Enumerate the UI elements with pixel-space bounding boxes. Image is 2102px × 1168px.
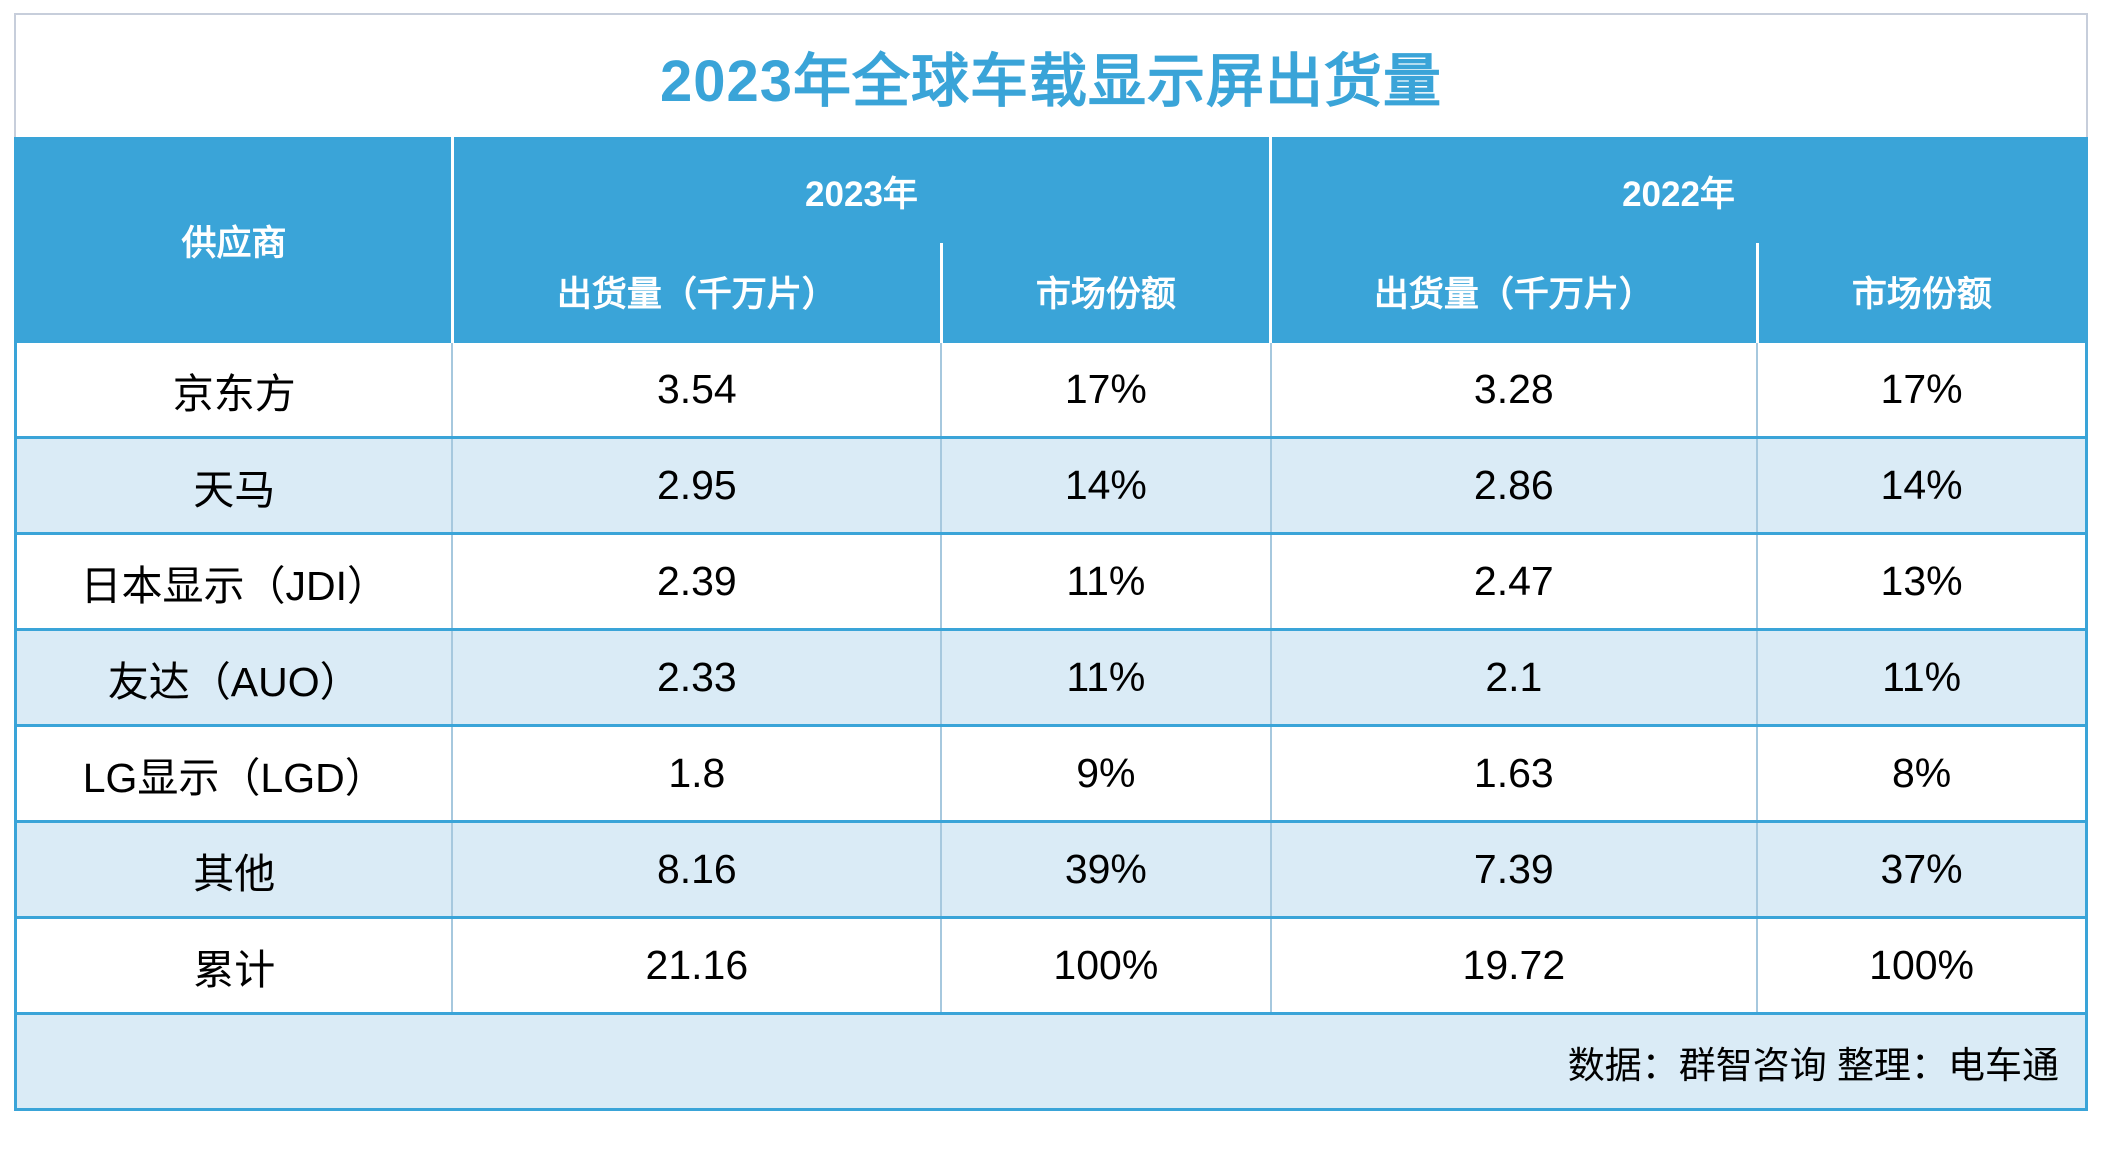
share-2023-cell: 9%: [941, 725, 1272, 822]
shipments-2022-cell: 19.72: [1270, 917, 1759, 1014]
share-2022-cell: 13%: [1757, 533, 2087, 630]
title-band: 2023年全球车载显示屏出货量: [16, 15, 2086, 137]
table-footer: 数据：群智咨询 整理：电车通: [15, 1013, 2087, 1110]
shipments-2023-cell: 1.8: [452, 725, 943, 822]
share-2023-cell: 11%: [941, 629, 1272, 726]
table-row: 友达（AUO） 2.33 11% 2.1 11%: [15, 629, 2087, 726]
supplier-cell: LG显示（LGD）: [15, 725, 454, 822]
table-row: LG显示（LGD） 1.8 9% 1.63 8%: [15, 725, 2087, 822]
table-row: 京东方 3.54 17% 3.28 17%: [15, 341, 2087, 438]
share-2022-cell: 17%: [1757, 341, 2087, 438]
shipments-2023-cell: 2.95: [452, 437, 943, 534]
header-sub-row: 出货量（千万片） 市场份额 出货量（千万片） 市场份额: [16, 242, 2087, 342]
supplier-cell: 京东方: [15, 341, 454, 438]
share-2023-cell: 39%: [941, 821, 1272, 918]
supplier-cell: 其他: [15, 821, 454, 918]
share-2022-cell: 8%: [1757, 725, 2087, 822]
table-body: 京东方 3.54 17% 3.28 17% 天马 2.95 14% 2.86 1…: [15, 341, 2087, 1014]
shipments-2023-cell: 3.54: [452, 341, 943, 438]
table-row: 天马 2.95 14% 2.86 14%: [15, 437, 2087, 534]
share-2023-cell: 17%: [941, 341, 1272, 438]
shipments-2023-cell: 21.16: [452, 917, 943, 1014]
shipments-2022-cell: 2.47: [1270, 533, 1759, 630]
shipments-2023-cell: 2.39: [452, 533, 943, 630]
share-2023-cell: 100%: [941, 917, 1272, 1014]
share-2022-cell: 14%: [1757, 437, 2087, 534]
table-row: 其他 8.16 39% 7.39 37%: [15, 821, 2087, 918]
header-year-row: 供应商 2023年 2022年: [15, 138, 2087, 342]
share-2023-cell: 14%: [941, 437, 1272, 534]
source-note: 数据：群智咨询 整理：电车通: [15, 1013, 2087, 1110]
supplier-cell: 天马: [15, 437, 454, 534]
footer-row: 数据：群智咨询 整理：电车通: [15, 1013, 2087, 1110]
shipments-2023-cell: 2.33: [452, 629, 943, 726]
share-2023-cell: 11%: [941, 533, 1272, 630]
table-row: 日本显示（JDI） 2.39 11% 2.47 13%: [15, 533, 2087, 630]
header-share-2023: 市场份额: [941, 242, 1273, 342]
table-card: 2023年全球车载显示屏出货量 供应商 2023年 2022年 出货量（千万片）…: [14, 13, 2088, 1111]
shipments-2023-cell: 8.16: [452, 821, 943, 918]
shipments-2022-cell: 3.28: [1270, 341, 1759, 438]
header-supplier: 供应商: [15, 138, 454, 342]
page-title: 2023年全球车载显示屏出货量: [659, 49, 1443, 114]
share-2022-cell: 11%: [1757, 629, 2087, 726]
share-2022-cell: 100%: [1757, 917, 2087, 1014]
table-header: 供应商 2023年 2022年 出货量（千万片） 市场份额 出货量（千万片） 市…: [15, 138, 2087, 342]
shipment-table: 供应商 2023年 2022年 出货量（千万片） 市场份额 出货量（千万片） 市…: [14, 137, 2088, 1111]
shipments-2022-cell: 1.63: [1270, 725, 1759, 822]
header-year-2023: 2023年: [452, 138, 1273, 243]
shipments-2022-cell: 2.1: [1270, 629, 1759, 726]
header-shipments-2022: 出货量（千万片）: [1270, 242, 1759, 342]
table-row-total: 累计 21.16 100% 19.72 100%: [15, 917, 2087, 1014]
supplier-cell: 友达（AUO）: [15, 629, 454, 726]
supplier-cell: 累计: [15, 917, 454, 1014]
header-share-2022: 市场份额: [1757, 242, 2087, 342]
share-2022-cell: 37%: [1757, 821, 2087, 918]
header-shipments-2023: 出货量（千万片）: [452, 242, 943, 342]
shipments-2022-cell: 7.39: [1270, 821, 1759, 918]
header-year-2022: 2022年: [1270, 138, 2087, 243]
supplier-cell: 日本显示（JDI）: [15, 533, 454, 630]
shipments-2022-cell: 2.86: [1270, 437, 1759, 534]
